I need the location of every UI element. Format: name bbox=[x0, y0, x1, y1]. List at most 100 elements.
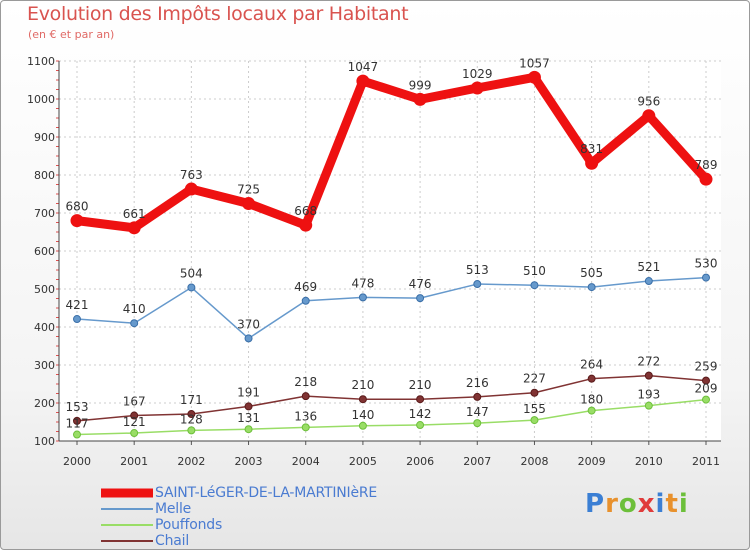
legend-item: Melle bbox=[101, 501, 377, 517]
x-tick-label: 2007 bbox=[463, 455, 491, 468]
data-point bbox=[473, 392, 482, 401]
data-label: 131 bbox=[237, 411, 260, 425]
logo-letter: o bbox=[618, 489, 638, 519]
data-point bbox=[130, 411, 139, 420]
data-label: 140 bbox=[351, 408, 374, 422]
data-label: 218 bbox=[294, 375, 317, 389]
data-point bbox=[587, 406, 596, 415]
y-tick-label: 700 bbox=[34, 207, 55, 220]
data-label: 264 bbox=[580, 358, 603, 372]
y-tick-label: 300 bbox=[34, 359, 55, 372]
data-point bbox=[470, 81, 484, 95]
data-label: 530 bbox=[695, 257, 718, 271]
x-tick-label: 2006 bbox=[406, 455, 434, 468]
data-point bbox=[413, 92, 427, 106]
data-point bbox=[73, 430, 81, 439]
logo-letter: P bbox=[585, 489, 606, 519]
data-point bbox=[301, 423, 310, 432]
x-tick-label: 2003 bbox=[235, 455, 263, 468]
legend-label: Pouffonds bbox=[155, 517, 223, 533]
data-label: 167 bbox=[123, 395, 146, 409]
data-point bbox=[130, 429, 139, 438]
logo-letter: x bbox=[637, 489, 656, 519]
data-label: 831 bbox=[580, 142, 603, 156]
data-point bbox=[73, 315, 81, 324]
proxiti-logo: Proxiti bbox=[585, 489, 689, 519]
legend-label: Chail bbox=[155, 533, 190, 549]
y-tick-label: 500 bbox=[34, 283, 55, 296]
data-label: 142 bbox=[409, 407, 432, 421]
data-point bbox=[416, 294, 425, 303]
data-label: 259 bbox=[695, 360, 718, 374]
data-label: 147 bbox=[466, 405, 489, 419]
data-point bbox=[644, 401, 653, 410]
data-label: 155 bbox=[523, 402, 546, 416]
chart-title: Evolution des Impôts locaux par Habitant bbox=[27, 3, 409, 25]
x-tick-label: 2005 bbox=[349, 455, 377, 468]
logo-letter: r bbox=[605, 489, 619, 519]
data-point bbox=[244, 425, 253, 434]
data-point bbox=[73, 416, 81, 425]
data-point bbox=[187, 410, 196, 419]
data-label: 121 bbox=[123, 415, 146, 429]
series-line bbox=[76, 374, 707, 422]
data-label: 117 bbox=[66, 417, 89, 431]
data-label: 505 bbox=[580, 266, 603, 280]
data-label: 680 bbox=[66, 200, 89, 214]
y-tick-label: 600 bbox=[34, 245, 55, 258]
data-label: 1047 bbox=[348, 60, 379, 74]
y-tick-label: 100 bbox=[34, 435, 55, 448]
y-tick-label: 800 bbox=[34, 169, 55, 182]
data-label: 210 bbox=[409, 378, 432, 392]
data-label: 272 bbox=[637, 355, 660, 369]
data-point bbox=[301, 296, 310, 305]
data-point bbox=[187, 426, 196, 435]
data-label: 209 bbox=[695, 382, 718, 396]
legend-label: Melle bbox=[155, 501, 192, 517]
legend-swatch bbox=[101, 508, 153, 510]
data-point bbox=[530, 281, 539, 290]
data-label: 661 bbox=[123, 207, 146, 221]
data-point bbox=[644, 277, 653, 286]
data-point bbox=[184, 182, 198, 196]
series-line bbox=[72, 72, 711, 233]
data-point bbox=[585, 156, 599, 170]
data-point bbox=[244, 402, 253, 411]
data-label: 210 bbox=[351, 378, 374, 392]
data-label: 1029 bbox=[462, 67, 493, 81]
legend-item: SAINT-LéGER-DE-LA-MARTINIèRE bbox=[101, 485, 377, 501]
data-point bbox=[416, 421, 425, 430]
x-tick-label: 2009 bbox=[578, 455, 606, 468]
series-line bbox=[76, 276, 707, 340]
data-point bbox=[527, 70, 541, 84]
data-point bbox=[358, 421, 367, 430]
data-point bbox=[473, 280, 482, 289]
legend-swatch bbox=[101, 524, 153, 526]
data-label: 153 bbox=[66, 400, 89, 414]
y-tick-label: 1100 bbox=[27, 55, 55, 68]
data-label: 410 bbox=[123, 302, 146, 316]
data-point bbox=[356, 74, 370, 88]
data-label: 521 bbox=[637, 260, 660, 274]
data-label: 478 bbox=[351, 276, 374, 290]
data-label: 956 bbox=[637, 95, 660, 109]
data-label: 668 bbox=[294, 204, 317, 218]
data-point bbox=[358, 395, 367, 404]
data-point bbox=[530, 388, 539, 397]
data-point bbox=[699, 172, 713, 186]
data-label: 504 bbox=[180, 266, 203, 280]
data-label: 193 bbox=[637, 388, 660, 402]
data-label: 510 bbox=[523, 264, 546, 278]
legend-swatch bbox=[101, 488, 153, 498]
data-point bbox=[644, 371, 653, 380]
data-label: 216 bbox=[466, 376, 489, 390]
data-label: 789 bbox=[695, 158, 718, 172]
chart-legend: SAINT-LéGER-DE-LA-MARTINIèRE Melle Pouff… bbox=[101, 485, 377, 549]
data-point bbox=[130, 319, 139, 328]
y-tick-label: 400 bbox=[34, 321, 55, 334]
data-point bbox=[702, 376, 710, 385]
data-point bbox=[299, 218, 313, 232]
data-point bbox=[702, 395, 710, 404]
data-point bbox=[187, 283, 196, 292]
